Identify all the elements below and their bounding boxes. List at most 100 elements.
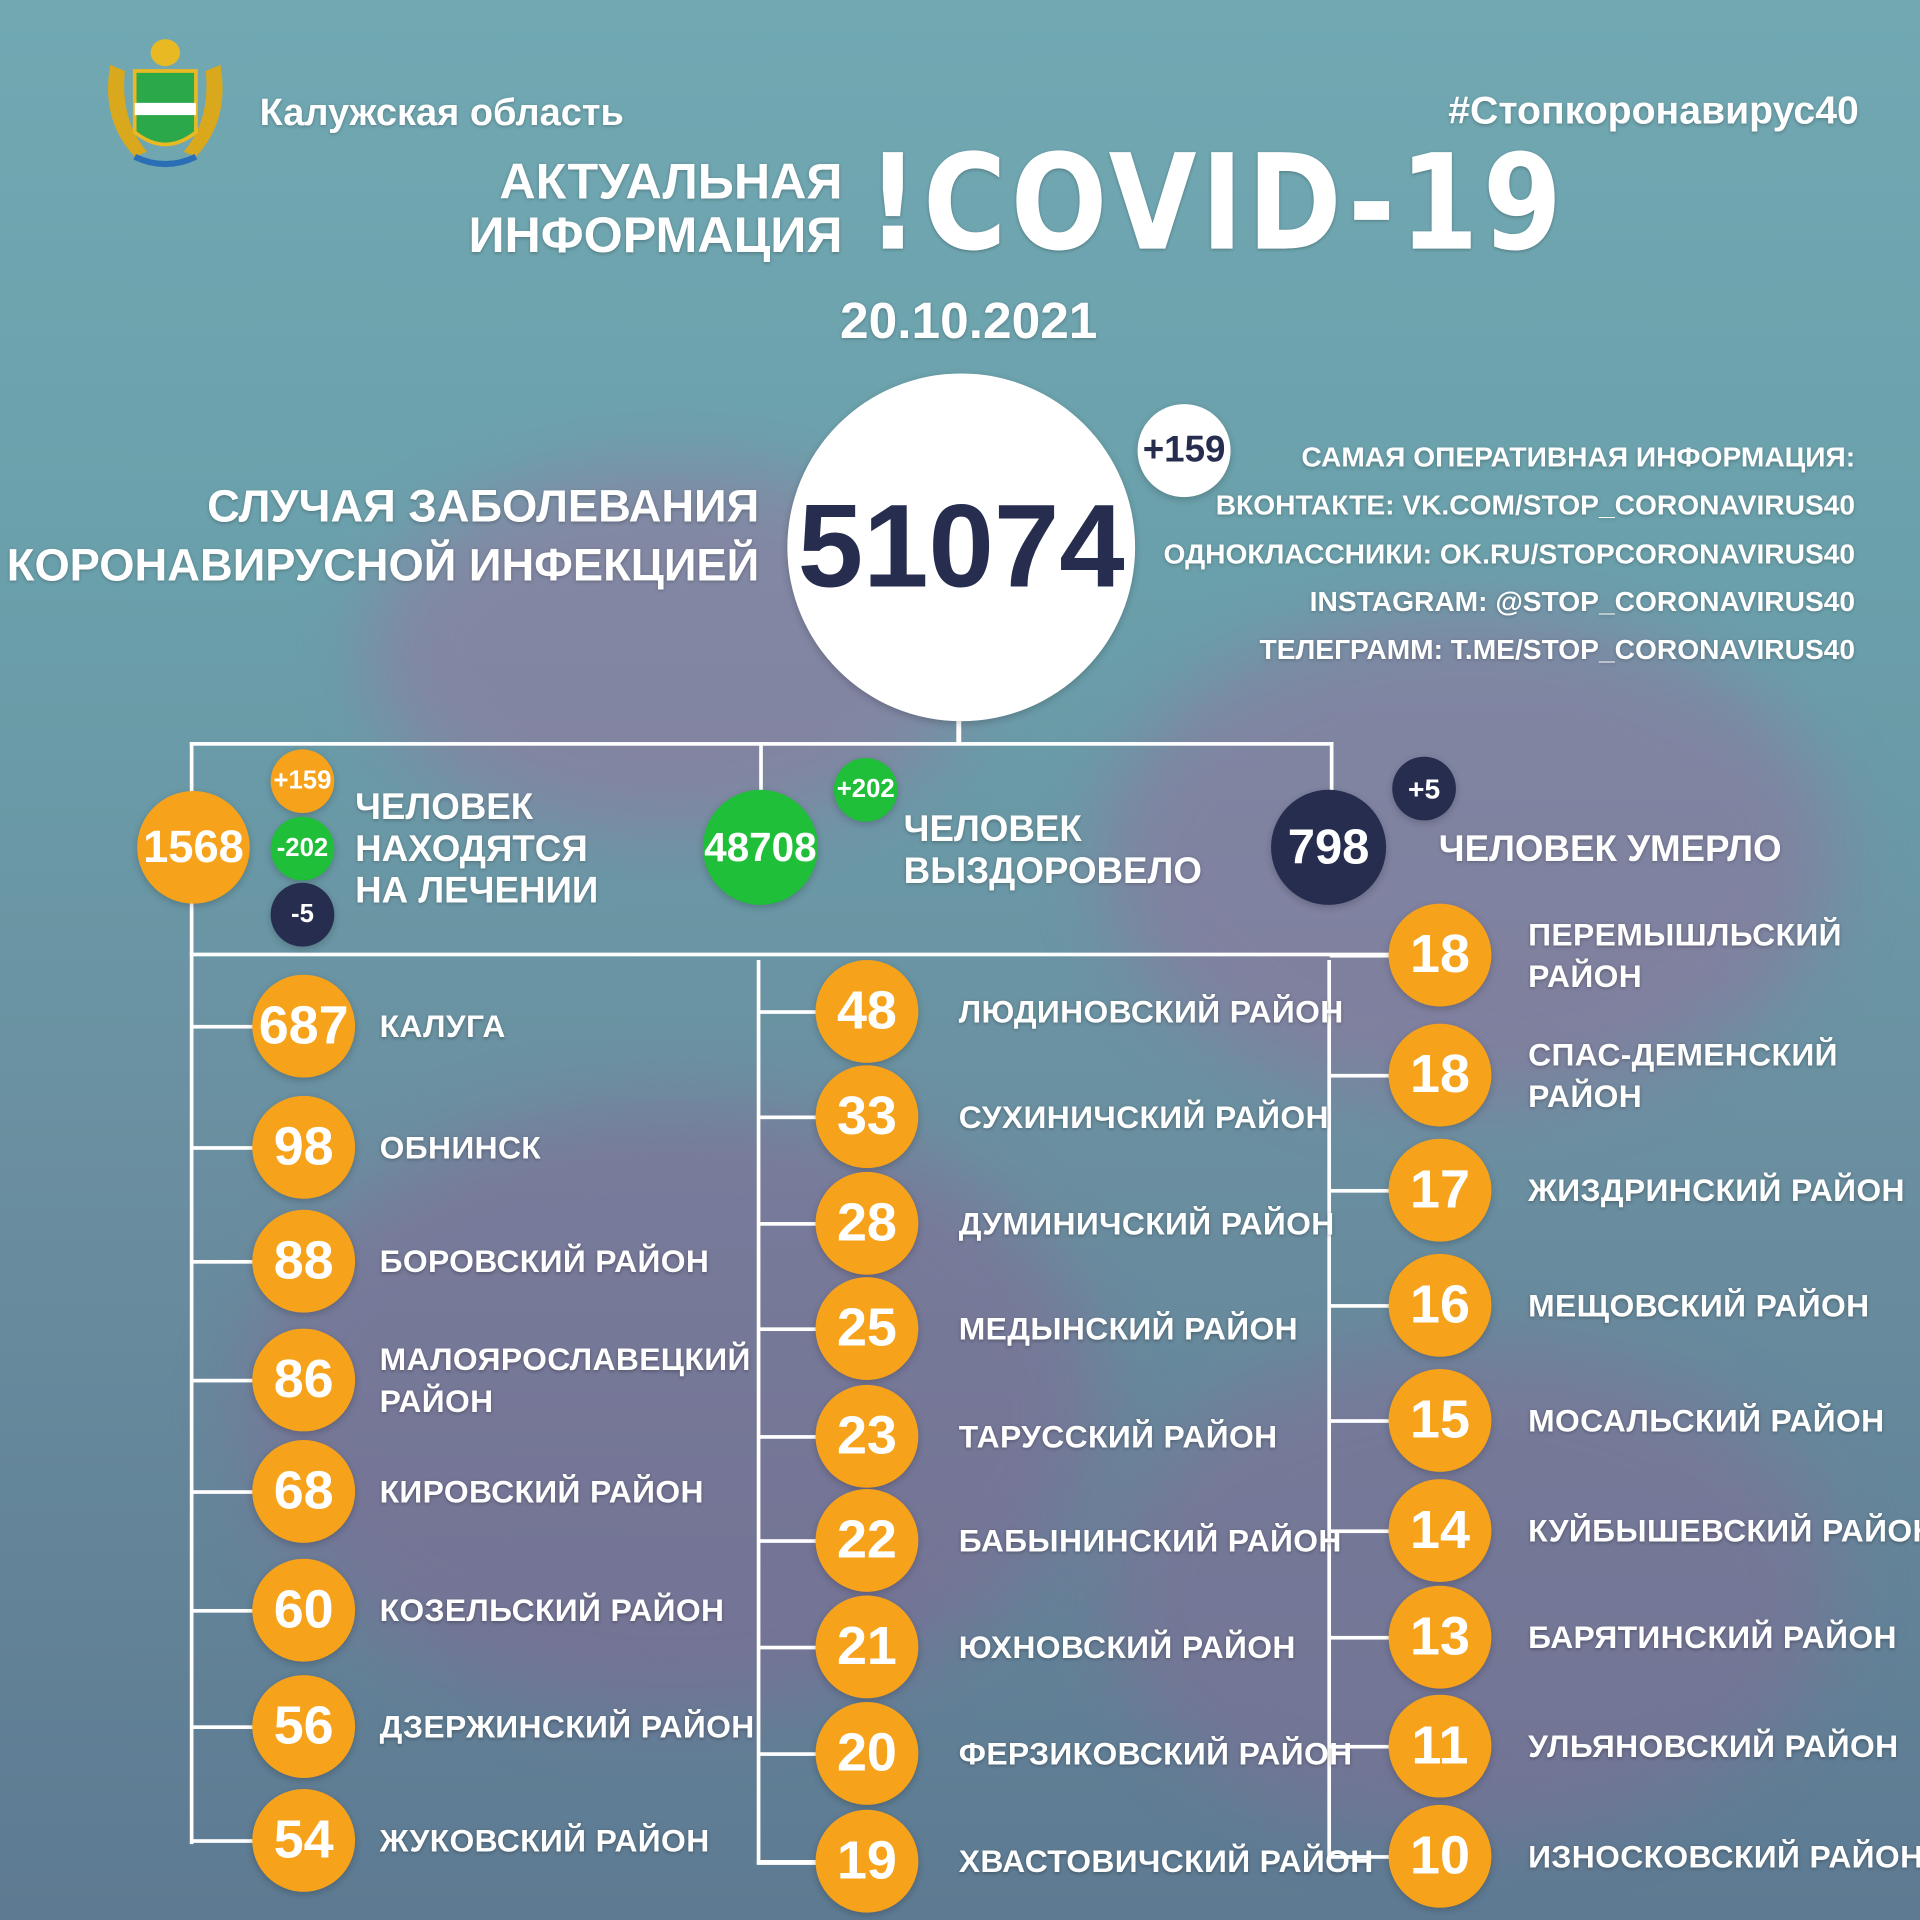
branch-line [1329, 1188, 1441, 1193]
district-count-circle: 98 [252, 1095, 356, 1199]
branch-line [759, 1752, 867, 1756]
telegram-link[interactable]: ТЕЛЕГРАММ: T.ME/STOP_CORONAVIRUS40 [1259, 633, 1856, 666]
coat-of-arms-logo [98, 34, 233, 169]
tree-line [189, 742, 194, 1845]
died-label: ЧЕЛОВЕК УМЕРЛО [1438, 828, 1782, 870]
district-count-circle: 25 [815, 1277, 919, 1381]
instagram-link[interactable]: INSTAGRAM: @STOP_CORONAVIRUS40 [1309, 585, 1856, 618]
branch-line [759, 1539, 867, 1543]
background-blob [244, 1102, 1103, 1715]
branch-line [192, 1608, 304, 1613]
district-count-circle: 18 [1388, 903, 1492, 1007]
treatment-circle: 1568 [137, 791, 250, 904]
branch-line [192, 1839, 304, 1843]
region-name: Калужская область [259, 90, 624, 134]
district-name: ЖИЗДРИНСКИЙ РАЙОН [1528, 1171, 1905, 1209]
district-name: МЕЩОВСКИЙ РАЙОН [1528, 1286, 1870, 1324]
branch-line [759, 1327, 867, 1332]
recovered-circle: 48708 [702, 789, 818, 905]
district-name: КИРОВСКИЙ РАЙОН [379, 1473, 704, 1510]
district-name: ОБНИНСК [379, 1128, 542, 1166]
district-count-circle: 68 [252, 1440, 356, 1543]
district-count-circle: 687 [252, 974, 356, 1078]
title-line-1: АКТУАЛЬНАЯ [499, 153, 843, 210]
district-name: ТАРУССКИЙ РАЙОН [958, 1417, 1278, 1455]
branch-line [192, 1024, 304, 1029]
district-name: БОРОВСКИЙ РАЙОН [379, 1242, 710, 1280]
district-name: БАБЫНИНСКИЙ РАЙОН [958, 1522, 1342, 1559]
ok-link[interactable]: ОДНОКЛАССНИКИ: OK.RU/STOPCORONAVIRUS40 [1163, 537, 1856, 569]
district-count-circle: 20 [815, 1702, 919, 1805]
district-count-circle: 21 [815, 1595, 919, 1699]
district-name: СПАС-ДЕМЕНСКИЙ РАЙОН [1528, 1035, 1838, 1115]
branch-line [1329, 1419, 1441, 1423]
treatment-plus-badge: +159 [270, 749, 335, 814]
treatment-label: ЧЕЛОВЕК НАХОДЯТСЯ НА ЛЕЧЕНИИ [355, 787, 598, 912]
connector-line [956, 710, 962, 745]
district-count-circle: 86 [252, 1328, 356, 1432]
branch-line [759, 1010, 867, 1014]
branch-line [759, 1645, 867, 1650]
total-label-line-2: КОРОНАВИРУСНОЙ ИНФЕКЦИЕЙ [6, 540, 760, 591]
branch-line [759, 1115, 867, 1120]
vk-link[interactable]: ВКОНТАКТЕ: VK.COM/STOP_CORONAVIRUS40 [1215, 488, 1856, 521]
district-count-circle: 56 [252, 1675, 356, 1778]
branch-line [759, 1860, 867, 1864]
district-count-circle: 16 [1388, 1253, 1492, 1357]
district-name: МАЛОЯРОСЛАВЕЦКИЙ РАЙОН [379, 1340, 751, 1420]
tree-line [756, 960, 761, 1864]
district-name: МОСАЛЬСКИЙ РАЙОН [1528, 1402, 1885, 1439]
district-name: ДУМИНИЧСКИЙ РАЙОН [958, 1204, 1335, 1242]
branch-line [192, 1260, 304, 1264]
recovered-delta-badge: +202 [833, 757, 898, 822]
district-count-circle: 22 [815, 1488, 919, 1592]
total-delta-circle: +159 [1137, 404, 1231, 498]
branch-line [192, 1146, 304, 1150]
district-count-circle: 23 [815, 1384, 919, 1488]
district-name: МЕДЫНСКИЙ РАЙОН [958, 1310, 1298, 1347]
district-name: ИЗНОСКОВСКИЙ РАЙОН [1528, 1837, 1920, 1875]
district-name: ДЗЕРЖИНСКИЙ РАЙОН [379, 1708, 755, 1745]
title-line-2: ИНФОРМАЦИЯ [468, 206, 843, 264]
district-name: УЛЬЯНОВСКИЙ РАЙОН [1528, 1727, 1899, 1765]
district-count-circle: 60 [252, 1558, 356, 1662]
branch-line [192, 1378, 304, 1383]
branch-line [192, 1725, 304, 1729]
district-name: ПЕРЕМЫШЛЬСКИЙ РАЙОН [1528, 915, 1842, 995]
branch-line [759, 1435, 867, 1439]
district-count-circle: 19 [815, 1809, 919, 1913]
district-count-circle: 17 [1388, 1138, 1492, 1242]
background-blob [1102, 612, 1837, 1103]
district-name: ЖУКОВСКИЙ РАЙОН [379, 1822, 710, 1859]
hashtag: #Стопкоронавирус40 [1448, 88, 1859, 133]
contacts-block: САМАЯ ОПЕРАТИВНАЯ ИНФОРМАЦИЯ: ВКОНТАКТЕ:… [1164, 433, 1856, 674]
branch-line [1329, 1304, 1441, 1308]
title-subheading: АКТУАЛЬНАЯ ИНФОРМАЦИЯ [468, 154, 842, 262]
branch-line [759, 1222, 867, 1226]
total-cases-circle: 51074 [787, 373, 1136, 722]
branch-line [1329, 1855, 1441, 1859]
treatment-died-badge: -5 [270, 882, 335, 947]
recovered-label-line: ВЫЗДОРОВЕЛО [903, 851, 1202, 892]
tree-line [189, 952, 1403, 957]
recovered-label: ЧЕЛОВЕК ВЫЗДОРОВЕЛО [904, 809, 1202, 892]
treatment-recovered-badge: -202 [270, 816, 335, 881]
district-name: КАЛУГА [379, 1007, 506, 1045]
district-name: СУХИНИЧСКИЙ РАЙОН [958, 1098, 1329, 1136]
district-count-circle: 11 [1388, 1694, 1492, 1798]
died-delta-badge: +5 [1392, 756, 1456, 821]
district-name: ЛЮДИНОВСКИЙ РАЙОН [958, 993, 1344, 1030]
died-circle: 798 [1271, 789, 1387, 905]
district-count-circle: 88 [252, 1209, 356, 1313]
branch-line [1329, 1744, 1441, 1749]
branch-line [1329, 1073, 1441, 1078]
district-count-circle: 10 [1388, 1804, 1492, 1908]
report-date: 20.10.2021 [840, 291, 1098, 349]
branch-line [1329, 953, 1441, 958]
district-count-circle: 48 [815, 960, 919, 1063]
district-name: ЮХНОВСКИЙ РАЙОН [958, 1628, 1296, 1666]
branch-line [192, 1490, 304, 1494]
treatment-label-line: НА ЛЕЧЕНИИ [355, 870, 599, 912]
district-name: БАРЯТИНСКИЙ РАЙОН [1528, 1618, 1897, 1656]
district-name: ХВАСТОВИЧСКИЙ РАЙОН [958, 1842, 1374, 1880]
